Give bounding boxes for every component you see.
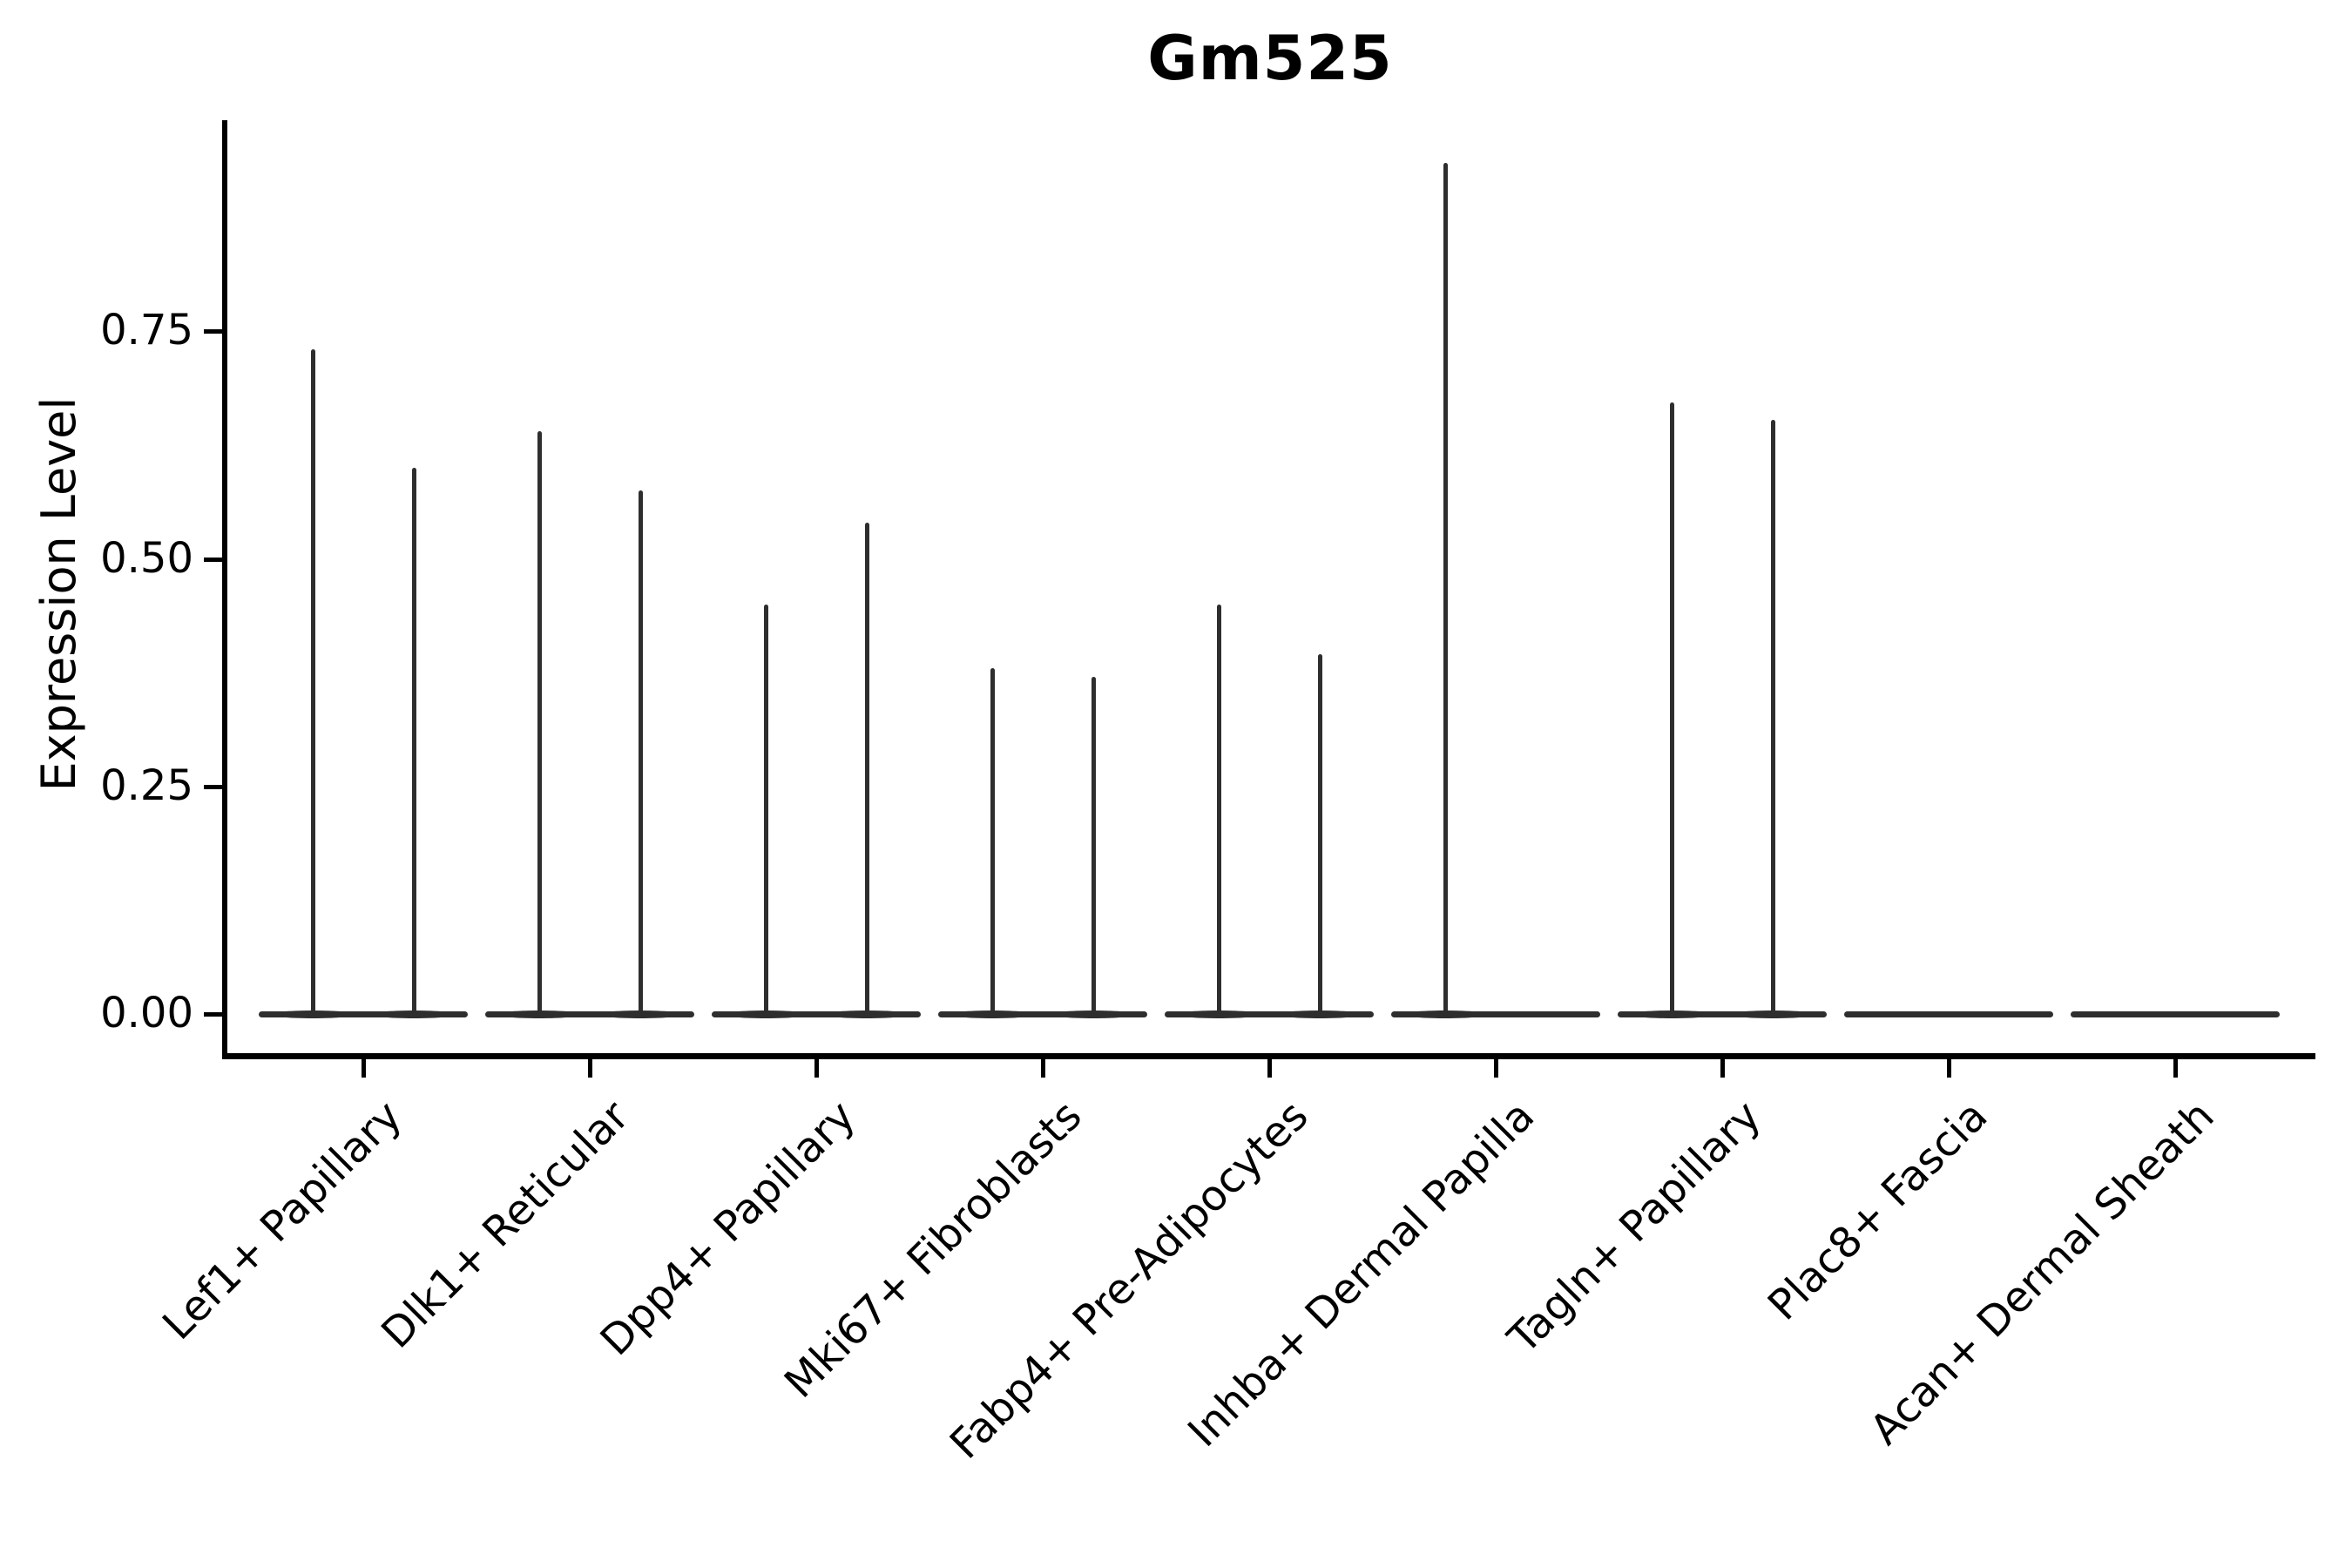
violin-spike xyxy=(1770,419,1775,1017)
violin-spike xyxy=(1216,604,1221,1017)
x-tick xyxy=(814,1059,819,1078)
violin-spike xyxy=(864,522,869,1017)
y-tick-label: 0.75 xyxy=(100,306,193,355)
y-axis-label: Expression Level xyxy=(31,396,86,792)
violin-baseline xyxy=(259,1011,468,1017)
x-tick xyxy=(1041,1059,1045,1078)
violin-spike xyxy=(1443,162,1448,1017)
violin-spike xyxy=(638,490,643,1017)
violin-spike xyxy=(763,604,768,1017)
violin-spike xyxy=(1317,654,1322,1017)
violin-spike xyxy=(411,468,416,1017)
violin-baseline xyxy=(485,1011,694,1017)
y-tick-label: 0.50 xyxy=(100,533,193,583)
x-tick xyxy=(2173,1059,2178,1078)
violin-spike xyxy=(990,667,995,1017)
x-axis-spine xyxy=(222,1053,2315,1059)
y-tick xyxy=(204,1012,222,1017)
y-tick xyxy=(204,557,222,562)
y-tick xyxy=(204,329,222,335)
violin-spike xyxy=(310,349,315,1017)
violin-baseline xyxy=(712,1011,921,1017)
x-tick xyxy=(1947,1059,1951,1078)
category-label: Tagln+ Papillary xyxy=(1498,1092,1771,1363)
y-tick-label: 0.00 xyxy=(100,989,193,1037)
x-tick xyxy=(588,1059,592,1078)
x-tick xyxy=(362,1059,366,1078)
violin-spike xyxy=(537,431,542,1017)
y-tick-label: 0.25 xyxy=(100,760,193,810)
violin-spike xyxy=(1669,402,1674,1017)
category-label: Fabp4+ Pre-Adipocytes xyxy=(940,1092,1318,1469)
x-tick xyxy=(1720,1059,1725,1078)
violin-baseline xyxy=(1391,1011,1600,1017)
violin-baseline xyxy=(938,1011,1147,1017)
violin-spike xyxy=(1091,677,1096,1017)
violin-baseline xyxy=(1844,1011,2053,1017)
violin-baseline xyxy=(2071,1011,2280,1017)
violin-baseline xyxy=(1165,1011,1374,1017)
x-tick xyxy=(1267,1059,1272,1078)
violin-baseline xyxy=(1618,1011,1827,1017)
y-tick xyxy=(204,784,222,789)
category-label: Dlk1+ Reticular xyxy=(371,1092,639,1358)
y-axis-spine xyxy=(222,120,227,1059)
x-tick xyxy=(1494,1059,1498,1078)
plot-title: Gm525 xyxy=(1147,23,1393,94)
category-label: Lef1+ Papillary xyxy=(153,1092,412,1349)
category-label: Plac8+ Fascia xyxy=(1759,1092,1997,1330)
